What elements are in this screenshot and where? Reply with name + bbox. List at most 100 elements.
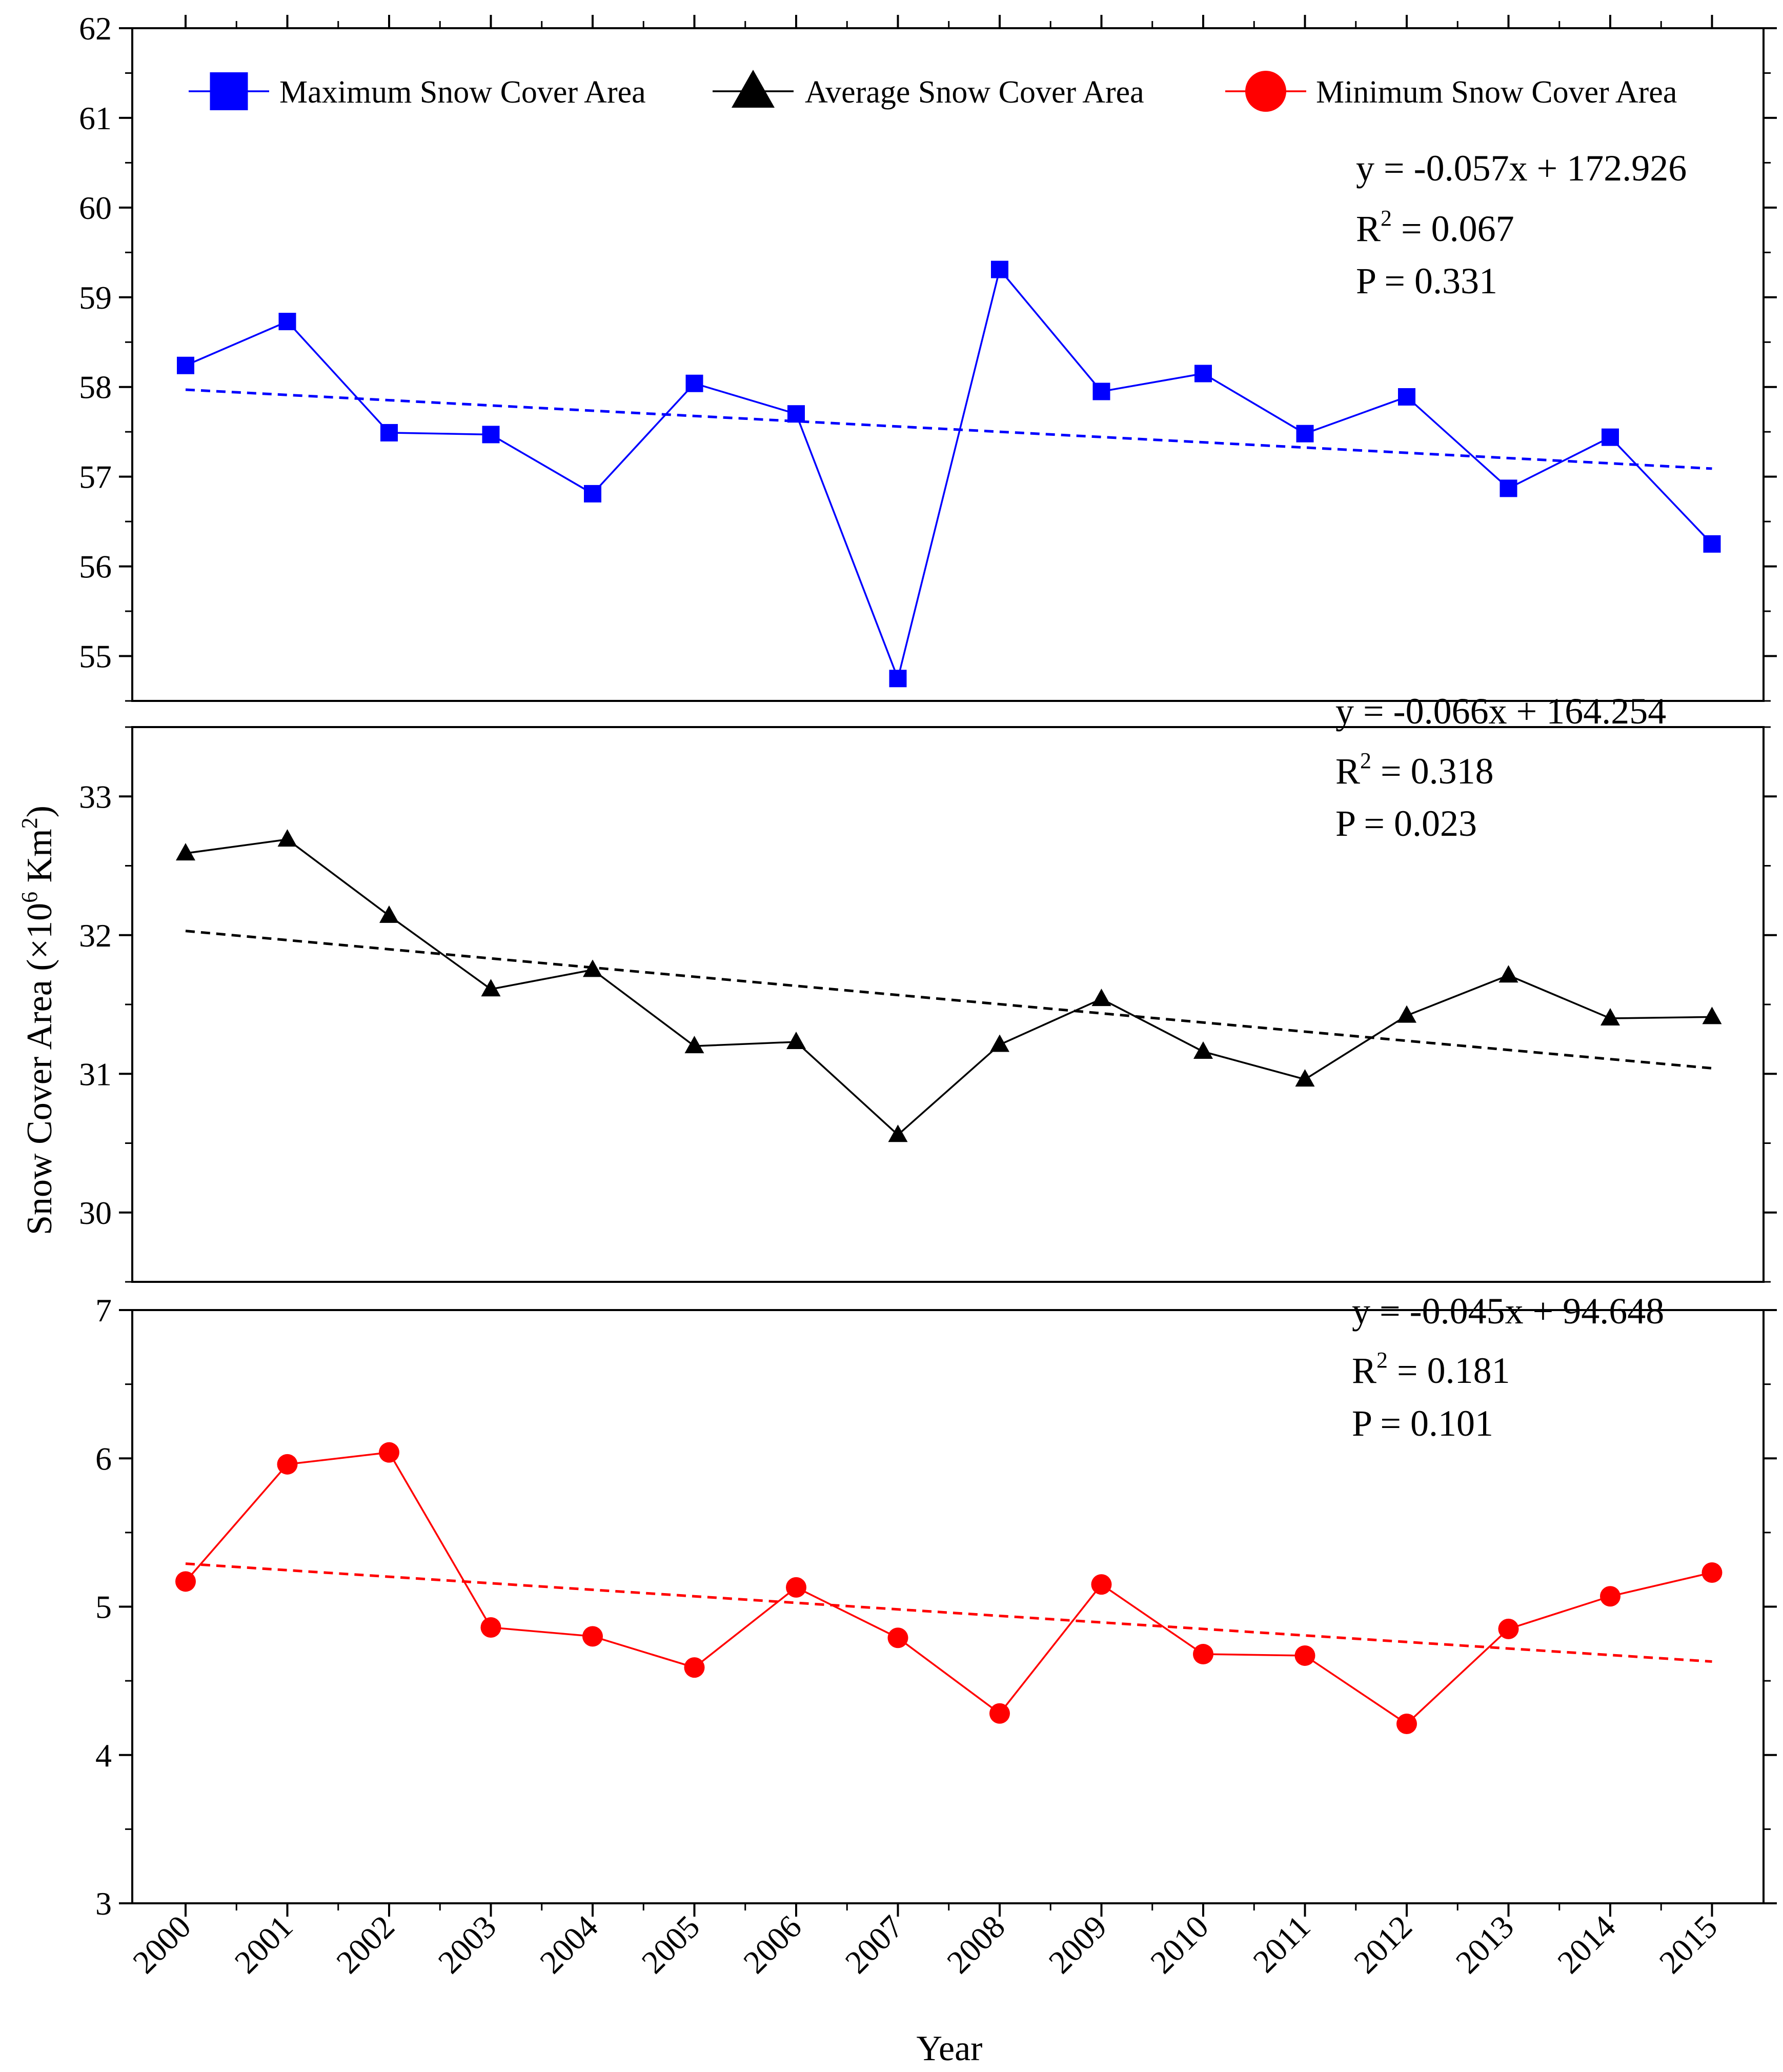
data-point [379, 1442, 399, 1463]
data-point [786, 1577, 806, 1598]
plot-frame [131, 1309, 1765, 1904]
x-tick-label: 2012 [1347, 1908, 1419, 1981]
x-tick-label: 2013 [1449, 1908, 1521, 1981]
data-point [177, 356, 194, 374]
y-tick-label: 60 [79, 190, 112, 226]
series-line-minimum-snow-cover-area [185, 1451, 1712, 1725]
regression-equation: y = -0.057x + 172.926 [1356, 148, 1687, 189]
data-point [685, 374, 703, 392]
data-point [1194, 365, 1212, 383]
data-point [1702, 1007, 1722, 1024]
legend-square-marker [210, 72, 248, 110]
data-point [1500, 479, 1517, 497]
y-tick-label: 58 [79, 369, 112, 406]
data-point [989, 1703, 1010, 1724]
data-point [786, 1032, 806, 1050]
data-point [480, 1617, 501, 1638]
y-tick-label: 62 [79, 10, 112, 47]
data-point [887, 1627, 908, 1648]
y-tick-label: 7 [95, 1292, 112, 1329]
data-point [1193, 1041, 1213, 1059]
p-value: P = 0.023 [1335, 803, 1477, 844]
y-tick-label: 59 [79, 279, 112, 316]
y-tick-label: 57 [79, 459, 112, 495]
p-value: P = 0.331 [1356, 260, 1497, 301]
y-tick-label: 3 [95, 1885, 112, 1922]
data-point [991, 260, 1008, 278]
x-tick-label: 2011 [1246, 1908, 1317, 1980]
data-point [481, 979, 501, 997]
y-tick-label: 5 [95, 1589, 112, 1625]
legend-item-average-snow-cover-area: Average Snow Cover Area [713, 70, 1144, 110]
trend-line-maximum-snow-cover-area [185, 388, 1712, 470]
data-point [1193, 1644, 1213, 1665]
data-point [1602, 428, 1619, 446]
x-tick-label: 2002 [329, 1908, 401, 1981]
data-point [379, 905, 399, 923]
r-squared: R2 = 0.181 [1352, 1347, 1510, 1391]
legend-label: Average Snow Cover Area [805, 75, 1144, 110]
data-point [787, 405, 805, 423]
data-point [1498, 1618, 1519, 1639]
x-axis: 2000 2001 2002 2003 2004 2005 2006 2007 2008 2009… [126, 1903, 1724, 1980]
data-point [176, 843, 195, 861]
panel-maximum-snow-cover-area: 55 56 57 58 59 60 61 62 y = -0.057x + 172.926 R2 … [79, 10, 1777, 702]
data-point [684, 1657, 705, 1678]
y-tick-label: 56 [79, 549, 112, 585]
y-tick-label: 30 [79, 1195, 112, 1231]
data-point [1600, 1008, 1620, 1026]
r-squared: R2 = 0.067 [1356, 206, 1514, 249]
data-point [1294, 1645, 1315, 1666]
data-point [584, 485, 601, 502]
legend-label: Minimum Snow Cover Area [1316, 75, 1677, 110]
data-point [1296, 425, 1314, 442]
trend-line-average-snow-cover-area [185, 930, 1712, 1070]
data-point [1398, 388, 1415, 406]
x-tick-label: 2004 [533, 1908, 605, 1981]
plot-frame [131, 27, 1765, 702]
data-point [1703, 535, 1721, 553]
legend-triangle-marker [732, 70, 775, 108]
data-point [684, 1036, 704, 1054]
data-point [380, 424, 398, 441]
legend-circle-marker [1245, 71, 1286, 112]
x-tick-label: 2007 [838, 1908, 910, 1981]
data-point [1498, 965, 1518, 983]
data-point [1091, 989, 1111, 1007]
regression-equation: y = -0.066x + 164.254 [1335, 691, 1666, 732]
data-point [1701, 1562, 1723, 1583]
x-tick-label: 2005 [635, 1908, 707, 1981]
y-tick-label: 4 [95, 1737, 112, 1774]
data-point [583, 959, 602, 977]
data-point [1396, 1714, 1417, 1735]
y-tick-label: 33 [79, 778, 112, 815]
data-point [582, 1626, 603, 1647]
legend: Maximum Snow Cover Area Average Snow Cove… [189, 70, 1677, 112]
data-point [889, 670, 907, 688]
x-tick-label: 2009 [1042, 1908, 1114, 1981]
series-line-maximum-snow-cover-area [185, 267, 1713, 682]
x-tick-label: 2003 [431, 1908, 503, 1981]
y-axis-title: Snow Cover Area (×106 Km2) [17, 806, 59, 1235]
data-point [990, 1034, 1009, 1052]
data-point [1600, 1586, 1620, 1607]
series-line-average-snow-cover-area [185, 838, 1712, 1136]
x-axis-title: Year [917, 2029, 983, 2068]
data-point [888, 1124, 908, 1142]
x-tick-label: 2006 [736, 1908, 808, 1981]
data-point [1397, 1005, 1416, 1023]
y-tick-label: 32 [79, 917, 112, 954]
legend-item-maximum-snow-cover-area: Maximum Snow Cover Area [189, 72, 646, 110]
data-point [278, 313, 296, 331]
legend-item-minimum-snow-cover-area: Minimum Snow Cover Area [1225, 71, 1677, 112]
regression-equation: y = -0.045x + 94.648 [1352, 1291, 1664, 1332]
y-tick-label: 55 [79, 638, 112, 675]
data-point [1091, 1574, 1112, 1595]
x-tick-label: 2010 [1143, 1908, 1215, 1981]
y-tick-label: 6 [95, 1440, 112, 1477]
y-tick-label: 31 [79, 1056, 112, 1092]
p-value: P = 0.101 [1352, 1403, 1493, 1444]
x-tick-label: 2015 [1652, 1908, 1725, 1981]
